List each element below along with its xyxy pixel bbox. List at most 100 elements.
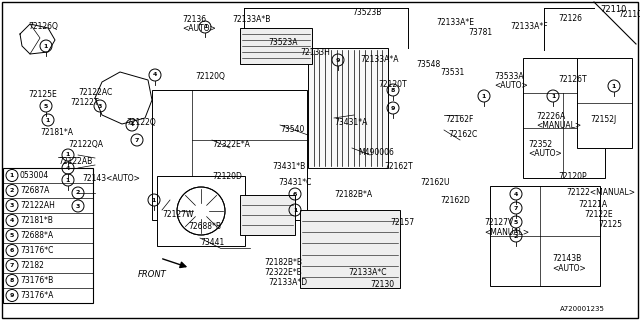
Bar: [490, 186, 600, 286]
Text: 72181*B: 72181*B: [20, 216, 53, 225]
Text: 73176*C: 73176*C: [20, 246, 53, 255]
Text: 2: 2: [10, 188, 14, 193]
Text: 72120D: 72120D: [212, 172, 242, 181]
Text: 72162F: 72162F: [445, 115, 474, 124]
Text: 72110: 72110: [600, 5, 627, 14]
Text: 72122QA: 72122QA: [68, 140, 103, 149]
Text: 72322E*B: 72322E*B: [264, 268, 301, 277]
Text: 73533A: 73533A: [494, 72, 524, 81]
Text: 72182B*A: 72182B*A: [334, 190, 372, 199]
Text: 7: 7: [10, 263, 14, 268]
Text: 1: 1: [66, 178, 70, 182]
Text: <AUTO>: <AUTO>: [494, 81, 528, 90]
Text: 72122AH: 72122AH: [20, 201, 55, 210]
Text: 72122T: 72122T: [70, 98, 99, 107]
Bar: [240, 28, 312, 64]
Text: 72133A*B: 72133A*B: [232, 15, 270, 24]
Text: 72152J: 72152J: [590, 115, 616, 124]
Text: 72120T: 72120T: [378, 80, 406, 89]
Text: 1: 1: [152, 197, 156, 203]
Text: 9: 9: [336, 58, 340, 62]
Text: 4: 4: [514, 191, 518, 196]
Bar: [157, 176, 245, 246]
Bar: [523, 58, 605, 178]
Text: 1: 1: [44, 44, 48, 49]
Text: 72181*A: 72181*A: [40, 128, 73, 137]
Text: 73781: 73781: [468, 28, 492, 37]
Text: 72352: 72352: [528, 140, 552, 149]
Text: 1: 1: [10, 173, 14, 178]
Text: 72133H: 72133H: [300, 48, 330, 57]
Text: 73431*A: 73431*A: [334, 118, 367, 127]
Text: 72162D: 72162D: [440, 196, 470, 205]
Text: 9: 9: [10, 293, 14, 298]
Text: 4: 4: [130, 123, 134, 127]
Text: 7: 7: [135, 138, 139, 142]
Bar: [300, 210, 400, 288]
Text: 72133A*F: 72133A*F: [510, 22, 548, 31]
Text: 1: 1: [612, 84, 616, 89]
Text: 8: 8: [10, 278, 14, 283]
Text: <MANUAL>: <MANUAL>: [536, 121, 581, 130]
Text: 72120Q: 72120Q: [195, 72, 225, 81]
Text: <AUTO>: <AUTO>: [552, 264, 586, 273]
Text: 72182B*B: 72182B*B: [264, 258, 302, 267]
Text: 72162C: 72162C: [448, 130, 477, 139]
Text: 72687A: 72687A: [20, 186, 49, 195]
Text: 72143<AUTO>: 72143<AUTO>: [82, 174, 140, 183]
Text: 053004: 053004: [20, 171, 49, 180]
Text: 72121A: 72121A: [578, 200, 607, 209]
Text: <AUTO>: <AUTO>: [528, 149, 562, 158]
Text: 72136: 72136: [182, 15, 206, 24]
Text: 72130: 72130: [370, 280, 394, 289]
Text: 3: 3: [98, 103, 102, 108]
Text: M490006: M490006: [358, 148, 394, 157]
Bar: [152, 90, 307, 220]
Text: 73531: 73531: [440, 68, 464, 77]
Text: 1: 1: [66, 153, 70, 157]
Text: 72133A*D: 72133A*D: [268, 278, 307, 287]
Text: 1: 1: [482, 93, 486, 99]
Text: 72125E: 72125E: [28, 90, 57, 99]
Text: 73431*B: 73431*B: [272, 162, 305, 171]
Text: 72162T: 72162T: [384, 162, 413, 171]
Text: 72133A*A: 72133A*A: [360, 55, 399, 64]
Text: 7: 7: [514, 205, 518, 211]
Text: FRONT: FRONT: [138, 270, 167, 279]
Text: 72688*B: 72688*B: [188, 222, 221, 231]
Text: 72122E: 72122E: [584, 210, 612, 219]
Text: 72122AC: 72122AC: [78, 88, 112, 97]
Text: 9: 9: [391, 106, 395, 110]
Text: 3: 3: [10, 203, 14, 208]
Text: 72126: 72126: [558, 14, 582, 23]
Text: A720001235: A720001235: [560, 306, 605, 312]
Bar: [577, 58, 632, 148]
Text: 72122AB: 72122AB: [58, 157, 92, 166]
Text: 4: 4: [66, 165, 70, 171]
Text: 73431*C: 73431*C: [278, 178, 312, 187]
Text: 72688*A: 72688*A: [20, 231, 53, 240]
Bar: [308, 48, 388, 168]
Text: 3: 3: [76, 204, 80, 209]
Text: 72322E*A: 72322E*A: [212, 140, 250, 149]
Bar: [3, 168, 93, 303]
Text: 6: 6: [293, 191, 297, 196]
Text: 72182: 72182: [20, 261, 44, 270]
Text: 73523B: 73523B: [352, 8, 381, 17]
Text: <MANUAL>: <MANUAL>: [484, 228, 529, 237]
Text: 73523A: 73523A: [268, 38, 298, 47]
Text: 73540: 73540: [280, 125, 305, 134]
Text: 1: 1: [46, 117, 50, 123]
Text: 5: 5: [44, 103, 48, 108]
Text: 72127W: 72127W: [162, 210, 193, 219]
Bar: [240, 195, 295, 235]
Text: 73548: 73548: [416, 60, 440, 69]
Text: 73176*B: 73176*B: [20, 276, 53, 285]
Text: 1: 1: [293, 207, 297, 212]
Text: 72122<MANUAL>: 72122<MANUAL>: [566, 188, 635, 197]
Text: 72133A*C: 72133A*C: [348, 268, 387, 277]
Text: 5: 5: [514, 220, 518, 225]
Text: 72157: 72157: [390, 218, 414, 227]
Text: 72126Q: 72126Q: [28, 22, 58, 31]
Text: 1: 1: [551, 93, 555, 99]
